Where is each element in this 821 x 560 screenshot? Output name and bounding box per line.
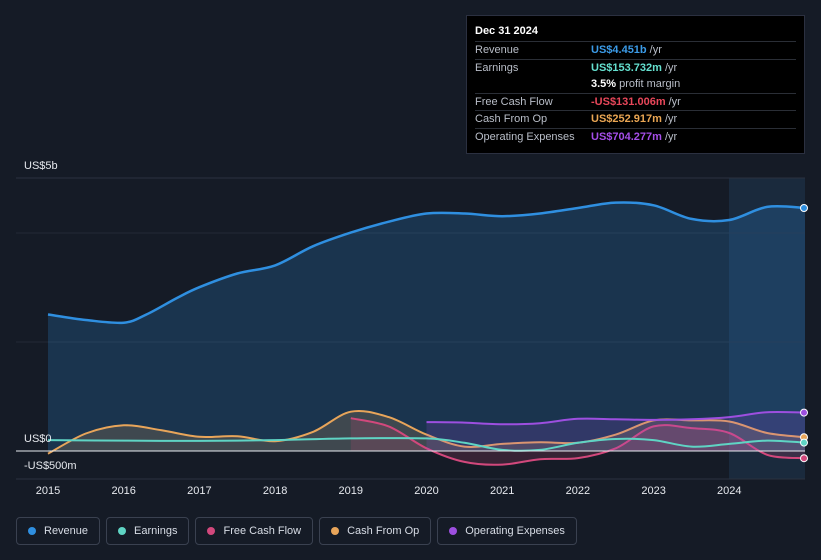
x-tick-label: 2021 — [489, 485, 515, 497]
tooltip-row-earnings: Earnings US$153.732m /yr — [475, 58, 796, 77]
x-tick-label: 2019 — [338, 485, 364, 497]
tooltip-value: US$704.277m — [591, 130, 662, 143]
legend-earnings[interactable]: Earnings — [106, 517, 190, 545]
free-cash-flow-line — [350, 417, 806, 466]
legend-free-cash-flow[interactable]: Free Cash Flow — [195, 517, 314, 545]
legend-dot-icon — [28, 527, 36, 535]
tooltip-unit: /yr — [668, 95, 681, 108]
tooltip-label: Free Cash Flow — [475, 95, 553, 108]
data-tooltip: Dec 31 2024 Revenue US$4.451b /yr Earnin… — [466, 15, 805, 154]
legend-label: Free Cash Flow — [223, 525, 302, 537]
tooltip-unit: /yr — [664, 130, 678, 143]
legend-dot-icon — [207, 527, 216, 535]
tooltip-row-free-cash-flow: Free Cash Flow -US$131.006m /yr — [475, 92, 796, 111]
legend-cash-from-op[interactable]: Cash From Op — [319, 517, 432, 545]
x-tick-label: 2016 — [111, 485, 136, 497]
cash-from-op-area — [48, 410, 805, 454]
marker-layer — [800, 204, 808, 463]
tooltip-unit: /yr — [664, 113, 678, 126]
revenue-area — [48, 202, 805, 451]
y-axis-top-label: US$5b — [24, 160, 58, 172]
x-tick-label: 2017 — [187, 485, 212, 497]
profit-margin-label: profit margin — [619, 78, 681, 91]
x-tick-label: 2022 — [565, 485, 591, 497]
tooltip-value: -US$131.006m — [591, 95, 666, 108]
earnings-line — [47, 437, 806, 452]
tooltip-unit: /yr — [649, 44, 662, 57]
free-cash-flow-area — [350, 418, 805, 465]
legend: Revenue Earnings Free Cash Flow Cash Fro… — [16, 517, 577, 545]
tooltip-label: Cash From Op — [475, 113, 548, 126]
tooltip-label: Operating Expenses — [475, 130, 575, 143]
tooltip-row-cash-from-op: Cash From Op US$252.917m /yr — [475, 110, 796, 128]
legend-label: Operating Expenses — [465, 525, 565, 537]
tooltip-label: Earnings — [475, 61, 519, 74]
legend-revenue[interactable]: Revenue — [16, 517, 101, 545]
y-axis-zero-label: US$0 — [24, 433, 52, 445]
x-tick-label: 2015 — [35, 485, 61, 497]
legend-operating-expenses[interactable]: Operating Expenses — [437, 517, 577, 545]
revenue-end-marker — [800, 204, 808, 212]
x-tick-label: 2024 — [717, 485, 742, 497]
tooltip-unit: /yr — [664, 61, 678, 74]
legend-dot-icon — [118, 527, 127, 535]
legend-label: Cash From Op — [347, 525, 420, 537]
forecast-shade — [729, 178, 805, 479]
tooltip-value: US$252.917m — [591, 113, 662, 126]
tooltip-value: US$4.451b — [591, 44, 647, 57]
tooltip-row-operating-expenses: Operating Expenses US$704.277m /yr — [475, 127, 796, 146]
x-tick-label: 2018 — [262, 485, 288, 497]
legend-label: Revenue — [44, 525, 89, 537]
free-cash-flow-end-marker — [800, 454, 808, 463]
legend-dot-icon — [449, 527, 458, 535]
tooltip-value: US$153.732m — [591, 61, 662, 74]
tooltip-row-profit-margin: 3.5% profit margin — [475, 76, 796, 93]
operating-expenses-line — [426, 410, 806, 426]
tooltip-date: Dec 31 2024 — [475, 25, 538, 37]
y-axis-neg-label: -US$500m — [24, 460, 77, 472]
earnings-end-marker — [800, 438, 808, 447]
x-tick-label: 2023 — [641, 485, 666, 497]
operating-expenses-end-marker — [800, 408, 808, 417]
profit-margin-value: 3.5% — [591, 78, 617, 91]
legend-label: Earnings — [134, 525, 178, 537]
legend-dot-icon — [331, 527, 340, 535]
operating-expenses-area — [426, 411, 805, 451]
x-tick-label: 2020 — [414, 485, 439, 497]
revenue-line — [47, 201, 806, 325]
tooltip-row-revenue: Revenue US$4.451b /yr — [475, 41, 796, 59]
series-layer — [47, 201, 806, 466]
tooltip-label: Revenue — [475, 44, 520, 57]
